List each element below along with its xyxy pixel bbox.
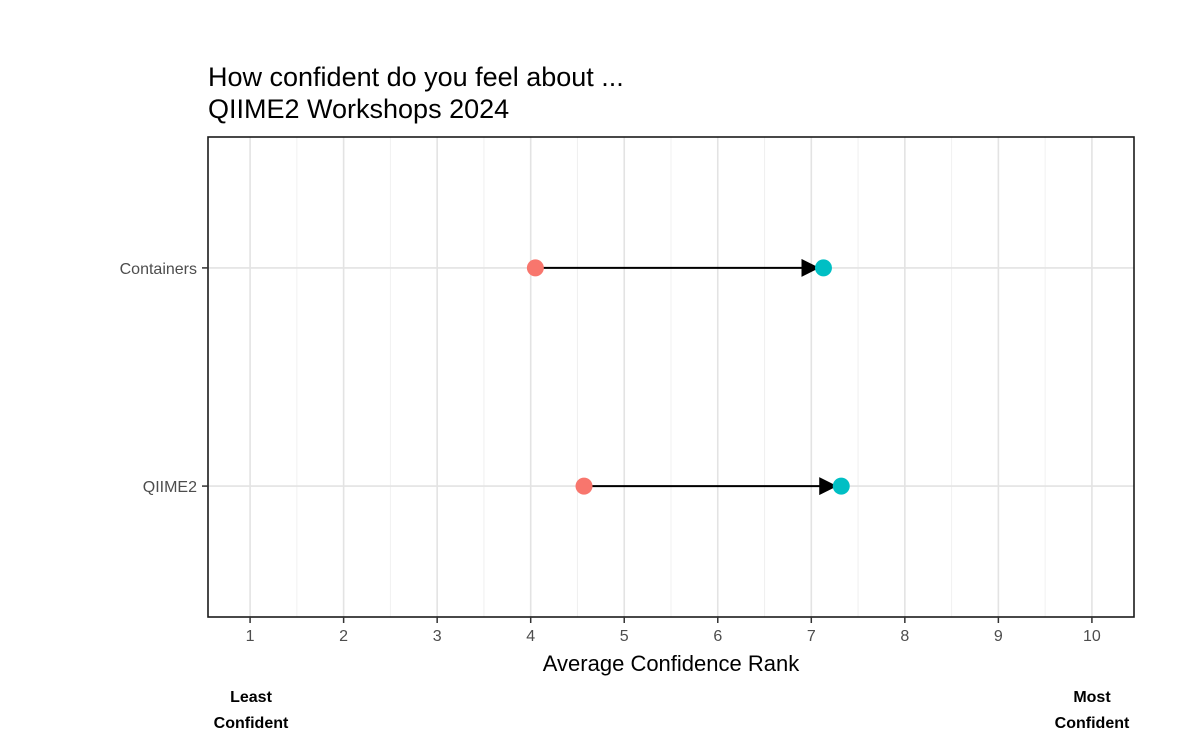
x-tick-label: 10 [1083, 628, 1101, 645]
data-marks [526, 258, 850, 496]
caption-left: Least Confident [214, 689, 289, 732]
axes: 1 2 3 4 5 6 7 8 9 10 Containers QIIME2 [120, 261, 1101, 645]
caption-left-line-1: Least [230, 689, 272, 706]
x-tick-label: 7 [807, 628, 816, 645]
x-tick-label: 1 [246, 628, 255, 645]
caption-right-line-2: Confident [1055, 715, 1130, 732]
x-tick-label: 3 [433, 628, 442, 645]
x-axis-title: Average Confidence Rank [543, 651, 800, 676]
x-tick-label: 9 [994, 628, 1003, 645]
x-tick-label: 4 [526, 628, 535, 645]
end-point [832, 477, 850, 495]
caption-right-line-1: Most [1073, 689, 1111, 706]
x-tick-label: 2 [339, 628, 348, 645]
y-tick-label: Containers [120, 261, 197, 278]
start-point [526, 259, 544, 277]
chart-title-line-1: How confident do you feel about ... [208, 62, 624, 92]
start-point [575, 477, 593, 495]
x-tick-label: 6 [713, 628, 722, 645]
caption-right: Most Confident [1055, 689, 1130, 732]
x-tick-label: 5 [620, 628, 629, 645]
chart-title-line-2: QIIME2 Workshops 2024 [208, 94, 509, 124]
grid-lines [208, 137, 1134, 617]
plot-border [207, 136, 1135, 618]
caption-left-line-2: Confident [214, 715, 289, 732]
end-point [814, 259, 832, 277]
x-tick-label: 8 [900, 628, 909, 645]
chart-title: How confident do you feel about ... QIIM… [208, 62, 624, 124]
y-tick-label: QIIME2 [143, 479, 197, 496]
